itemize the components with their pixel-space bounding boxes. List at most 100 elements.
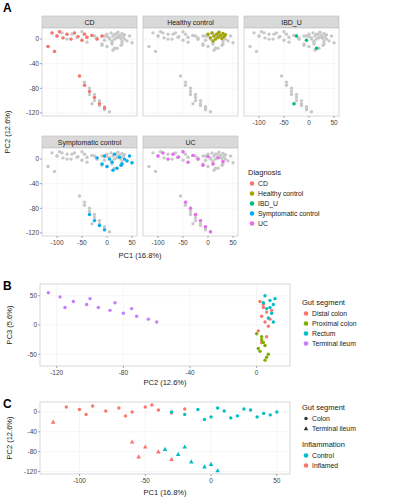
point: [65, 405, 68, 408]
grid-line: [143, 39, 238, 40]
point: [53, 50, 56, 53]
point: [263, 320, 266, 323]
grid-line: [42, 159, 137, 160]
point: [90, 154, 93, 157]
tick: [40, 112, 42, 113]
point: [83, 204, 86, 207]
point: [60, 151, 63, 154]
point: [221, 40, 224, 43]
point: [311, 31, 314, 34]
tick-label: -120: [24, 468, 37, 475]
point: [85, 36, 88, 39]
point: [194, 96, 197, 99]
grid-line: [42, 232, 137, 233]
point: [199, 99, 202, 102]
point: [170, 37, 173, 40]
point: [252, 31, 255, 34]
tick: [38, 354, 40, 355]
point: [58, 30, 61, 33]
point: [125, 159, 128, 162]
point: [206, 32, 209, 35]
point: [224, 33, 227, 36]
panel-label: A: [3, 1, 12, 15]
point: [184, 84, 187, 87]
point: [166, 157, 169, 160]
legend-title: Gut segment: [302, 298, 346, 307]
legend-swatch: [304, 321, 309, 326]
point: [196, 157, 199, 160]
point: [255, 332, 258, 335]
point: [69, 37, 72, 40]
point: [55, 34, 58, 37]
point: [189, 207, 192, 210]
point: [176, 156, 179, 159]
point: [93, 219, 96, 222]
point: [103, 106, 106, 109]
point: [156, 154, 159, 157]
point: [98, 224, 101, 227]
point: [125, 159, 128, 162]
tick-label: -50: [178, 239, 188, 246]
point: [176, 36, 179, 39]
grid-line: [42, 112, 137, 113]
point: [297, 37, 300, 40]
point: [118, 156, 121, 159]
point: [166, 37, 169, 40]
point: [217, 151, 220, 154]
tick-label: -50: [28, 351, 38, 358]
point: [184, 200, 187, 203]
point: [295, 99, 298, 102]
tick-label: 0: [307, 119, 311, 126]
point: [275, 410, 278, 413]
point: [85, 160, 88, 163]
point: [191, 154, 194, 157]
point: [310, 110, 313, 113]
point: [170, 411, 173, 414]
legend-label: Healthy control: [258, 190, 304, 198]
point: [144, 405, 147, 408]
point: [119, 164, 122, 167]
point: [103, 228, 106, 231]
point: [177, 35, 180, 38]
grid-line: [208, 28, 209, 116]
points: [47, 291, 277, 362]
point: [90, 154, 93, 157]
legend-label: Colon: [312, 415, 330, 422]
point: [108, 309, 111, 312]
tick: [309, 116, 310, 118]
point: [147, 317, 150, 320]
point: [69, 37, 72, 40]
legend-swatch: [250, 181, 255, 186]
point: [88, 90, 91, 93]
point: [280, 74, 283, 77]
point: [204, 39, 207, 42]
point: [209, 415, 212, 418]
grid-line: [143, 159, 238, 160]
tick-label: 0: [105, 239, 109, 246]
tick: [40, 159, 42, 160]
point: [255, 415, 258, 418]
point: [209, 157, 212, 160]
point: [179, 194, 182, 197]
point: [105, 45, 108, 48]
grid-line: [309, 28, 310, 116]
point: [147, 45, 150, 48]
point: [50, 151, 53, 154]
point: [113, 152, 116, 155]
legend-swatch: [250, 201, 255, 206]
point: [83, 200, 86, 203]
legend-label: IBD_U: [258, 200, 278, 208]
point: [85, 303, 88, 306]
point: [242, 407, 245, 410]
point: [209, 230, 212, 233]
point: [80, 39, 83, 42]
point: [108, 110, 111, 113]
point: [63, 306, 66, 309]
legend-swatch: [304, 426, 309, 430]
point: [103, 39, 106, 42]
point: [69, 157, 72, 160]
point: [189, 213, 192, 216]
point: [65, 157, 68, 160]
x-axis-label: PC2 (12.6%): [144, 378, 187, 387]
point: [181, 150, 184, 153]
